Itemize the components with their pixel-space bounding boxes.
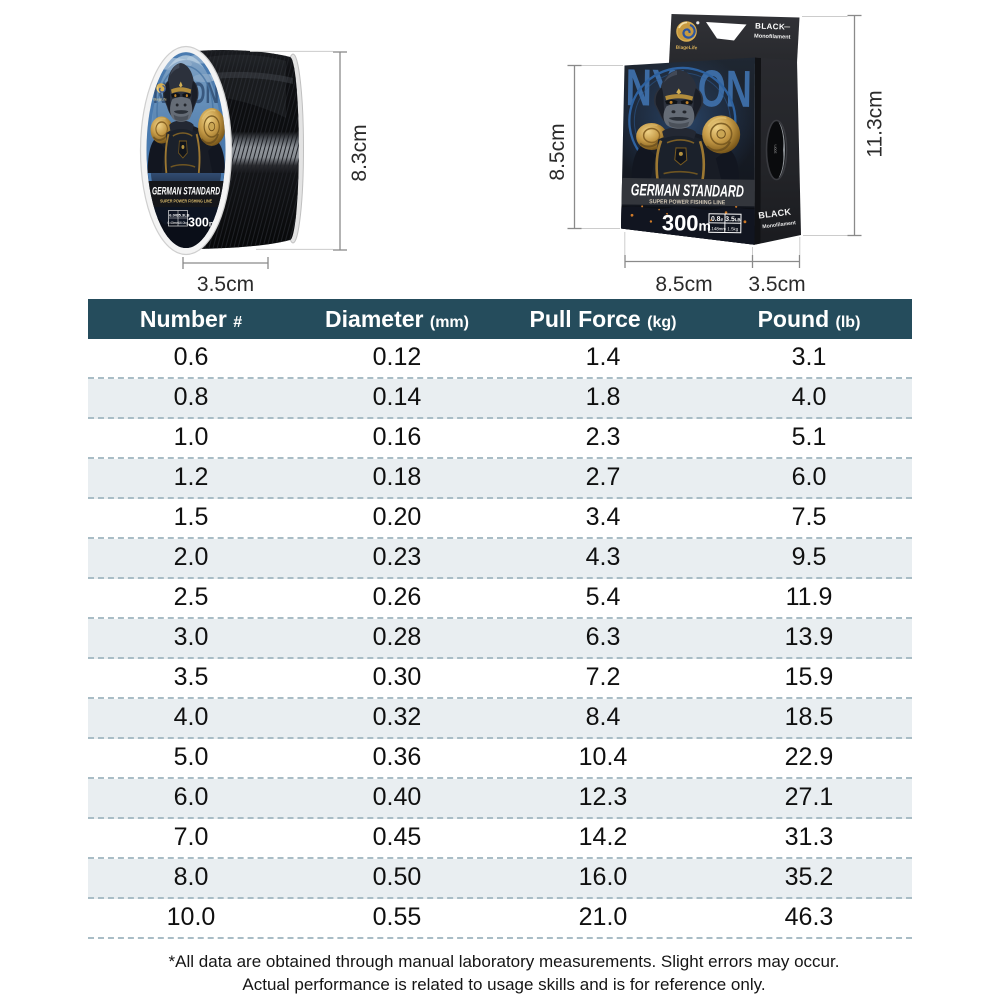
svg-text:BLACK: BLACK bbox=[755, 21, 785, 31]
svg-text:8.5cm: 8.5cm bbox=[655, 273, 712, 296]
svg-text:11.3cm: 11.3cm bbox=[864, 90, 887, 157]
svg-text:3.5cm: 3.5cm bbox=[748, 273, 805, 296]
svg-text:Monofilament: Monofilament bbox=[754, 33, 791, 40]
svg-text:GERMAN STANDARD: GERMAN STANDARD bbox=[152, 186, 220, 198]
svg-text:0.40mm: 0.40mm bbox=[167, 221, 179, 225]
svg-text:SUPER POWER FISHING LINE: SUPER POWER FISHING LINE bbox=[160, 199, 212, 204]
svg-text:3.5cm: 3.5cm bbox=[197, 273, 254, 296]
svg-text:BiageLife: BiageLife bbox=[676, 45, 698, 52]
svg-text:0.148mm: 0.148mm bbox=[708, 226, 727, 231]
svg-text:BLACK: BLACK bbox=[758, 207, 792, 221]
svg-text:0.8#: 0.8# bbox=[711, 216, 724, 223]
svg-text:6.0#: 6.0# bbox=[169, 212, 178, 217]
svg-text:BiageLife: BiageLife bbox=[153, 98, 167, 102]
svg-text:3.5LB: 3.5LB bbox=[725, 216, 740, 223]
svg-text:1.5kg: 1.5kg bbox=[727, 226, 738, 231]
svg-text:35.3LB: 35.3LB bbox=[176, 212, 189, 217]
svg-text:SUPER POWER FISHING LINE: SUPER POWER FISHING LINE bbox=[649, 199, 725, 206]
svg-text:8.5cm: 8.5cm bbox=[546, 123, 569, 180]
svg-text:Monofilament: Monofilament bbox=[762, 220, 796, 230]
svg-text:GERMAN STANDARD: GERMAN STANDARD bbox=[631, 181, 744, 201]
svg-text:16.0kg: 16.0kg bbox=[178, 221, 188, 225]
svg-text:8.3cm: 8.3cm bbox=[348, 124, 371, 181]
svg-text:300m: 300m bbox=[774, 145, 778, 154]
